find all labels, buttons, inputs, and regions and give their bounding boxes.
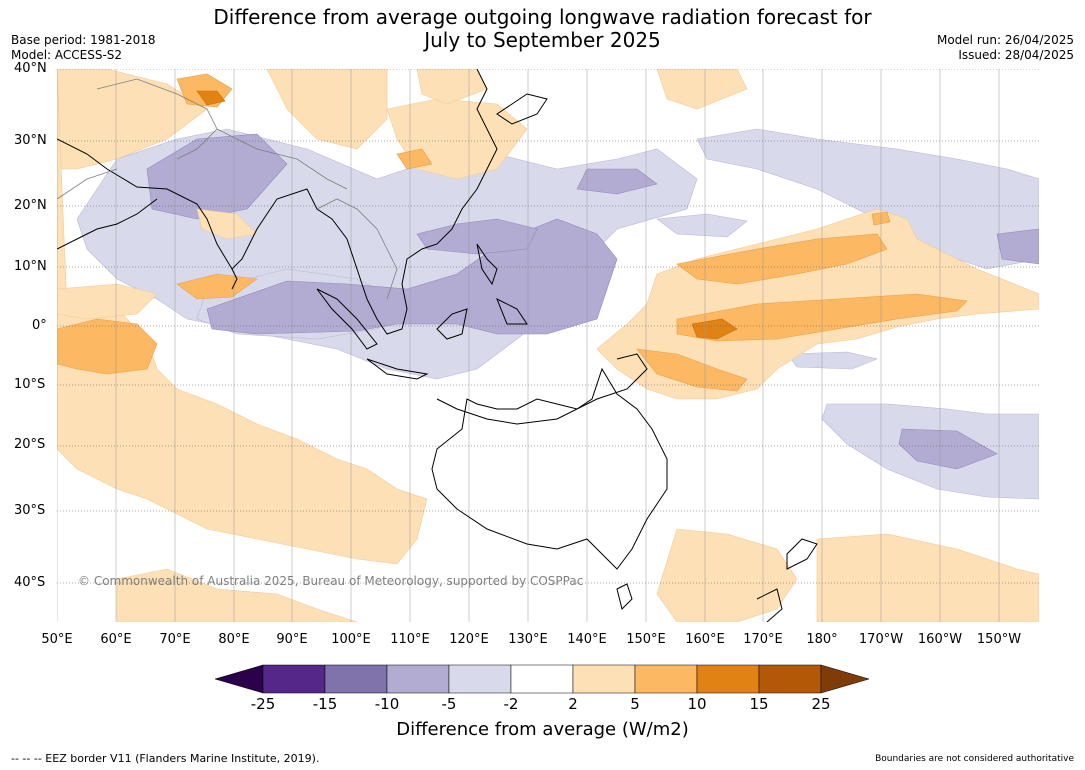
colorbar-tick-neg25: -25 (250, 695, 276, 713)
lon-label-70e: 70°E (159, 632, 191, 647)
colorbar-tick-25: 25 (811, 695, 831, 713)
lat-label-20n: 20°N (14, 198, 47, 213)
lon-label-180: 180° (806, 632, 838, 647)
lat-label-30s: 30°S (14, 503, 46, 518)
colorbar-bin-5-10 (634, 664, 698, 694)
lon-label-140e: 140°E (567, 632, 607, 647)
lon-label-130e: 130°E (508, 632, 548, 647)
lon-label-90e: 90°E (276, 632, 308, 647)
olr-anomaly-map (57, 69, 1039, 622)
eez-legend: -- -- -- EEZ border V11 (Flanders Marine… (11, 752, 320, 765)
lon-label-150w: 150°W (976, 632, 1022, 647)
lat-label-30n: 30°N (14, 133, 47, 148)
colorbar-bin-neg25-15 (262, 664, 326, 694)
colorbar-bin-neutral (510, 664, 574, 694)
colorbar-below-min (215, 664, 264, 694)
title-line-1: Difference from average outgoing longwav… (213, 5, 872, 29)
lat-label-40s: 40°S (14, 575, 46, 590)
colorbar-bin-15-25 (758, 664, 822, 694)
base-period: Base period: 1981-2018 (11, 33, 156, 47)
colorbar-tick-15: 15 (749, 695, 769, 713)
colorbar-tick-neg2: -2 (503, 695, 519, 713)
lon-label-110e: 110°E (390, 632, 430, 647)
lat-label-20s: 20°S (14, 437, 46, 452)
lon-label-160e: 160°E (685, 632, 725, 647)
lon-label-100e: 100°E (331, 632, 371, 647)
colorbar-tick-5: 5 (630, 695, 640, 713)
anomaly-neg-10-5 (146, 133, 1039, 470)
colorbar-bin-neg5-2 (448, 664, 512, 694)
lon-label-60e: 60°E (100, 632, 132, 647)
title-line-2: July to September 2025 (424, 28, 661, 52)
colorbar-tick-10: 10 (687, 695, 707, 713)
anomaly-pos-10-15 (196, 90, 738, 340)
colorbar-title: Difference from average (W/m2) (396, 719, 689, 740)
coastlines (57, 69, 818, 622)
lon-label-150e: 150°E (626, 632, 666, 647)
lon-label-50e: 50°E (41, 632, 73, 647)
colorbar-above-max (820, 664, 870, 694)
colorbar-bin-neg10-5 (386, 664, 450, 694)
lon-label-170e: 170°E (743, 632, 783, 647)
colorbar-bin-10-15 (696, 664, 760, 694)
lon-label-170w: 170°W (858, 632, 904, 647)
colorbar-tick-neg10: -10 (374, 695, 400, 713)
boundaries-note: Boundaries are not considered authoritat… (875, 754, 1074, 764)
colorbar-tick-2: 2 (568, 695, 578, 713)
map-meridians (57, 69, 1000, 622)
colorbar-bin-neg15-10 (324, 664, 388, 694)
lat-label-40n: 40°N (14, 61, 47, 76)
colorbar (215, 664, 870, 694)
lat-label-equator: 0° (32, 318, 47, 333)
country-borders (57, 78, 398, 300)
colorbar-tick-neg15: -15 (312, 695, 338, 713)
lat-label-10n: 10°N (14, 259, 47, 274)
issued-date: Issued: 28/04/2025 (958, 48, 1074, 62)
lon-label-160w: 160°W (917, 632, 963, 647)
lat-label-10s: 10°S (14, 377, 46, 392)
lon-label-80e: 80°E (218, 632, 250, 647)
copyright-notice: © Commonwealth of Australia 2025, Bureau… (78, 574, 584, 588)
colorbar-tick-neg5: -5 (441, 695, 457, 713)
model-name: Model: ACCESS-S2 (11, 48, 123, 62)
colorbar-bin-2-5 (572, 664, 636, 694)
lon-label-120e: 120°E (449, 632, 489, 647)
model-run: Model run: 26/04/2025 (936, 33, 1074, 47)
